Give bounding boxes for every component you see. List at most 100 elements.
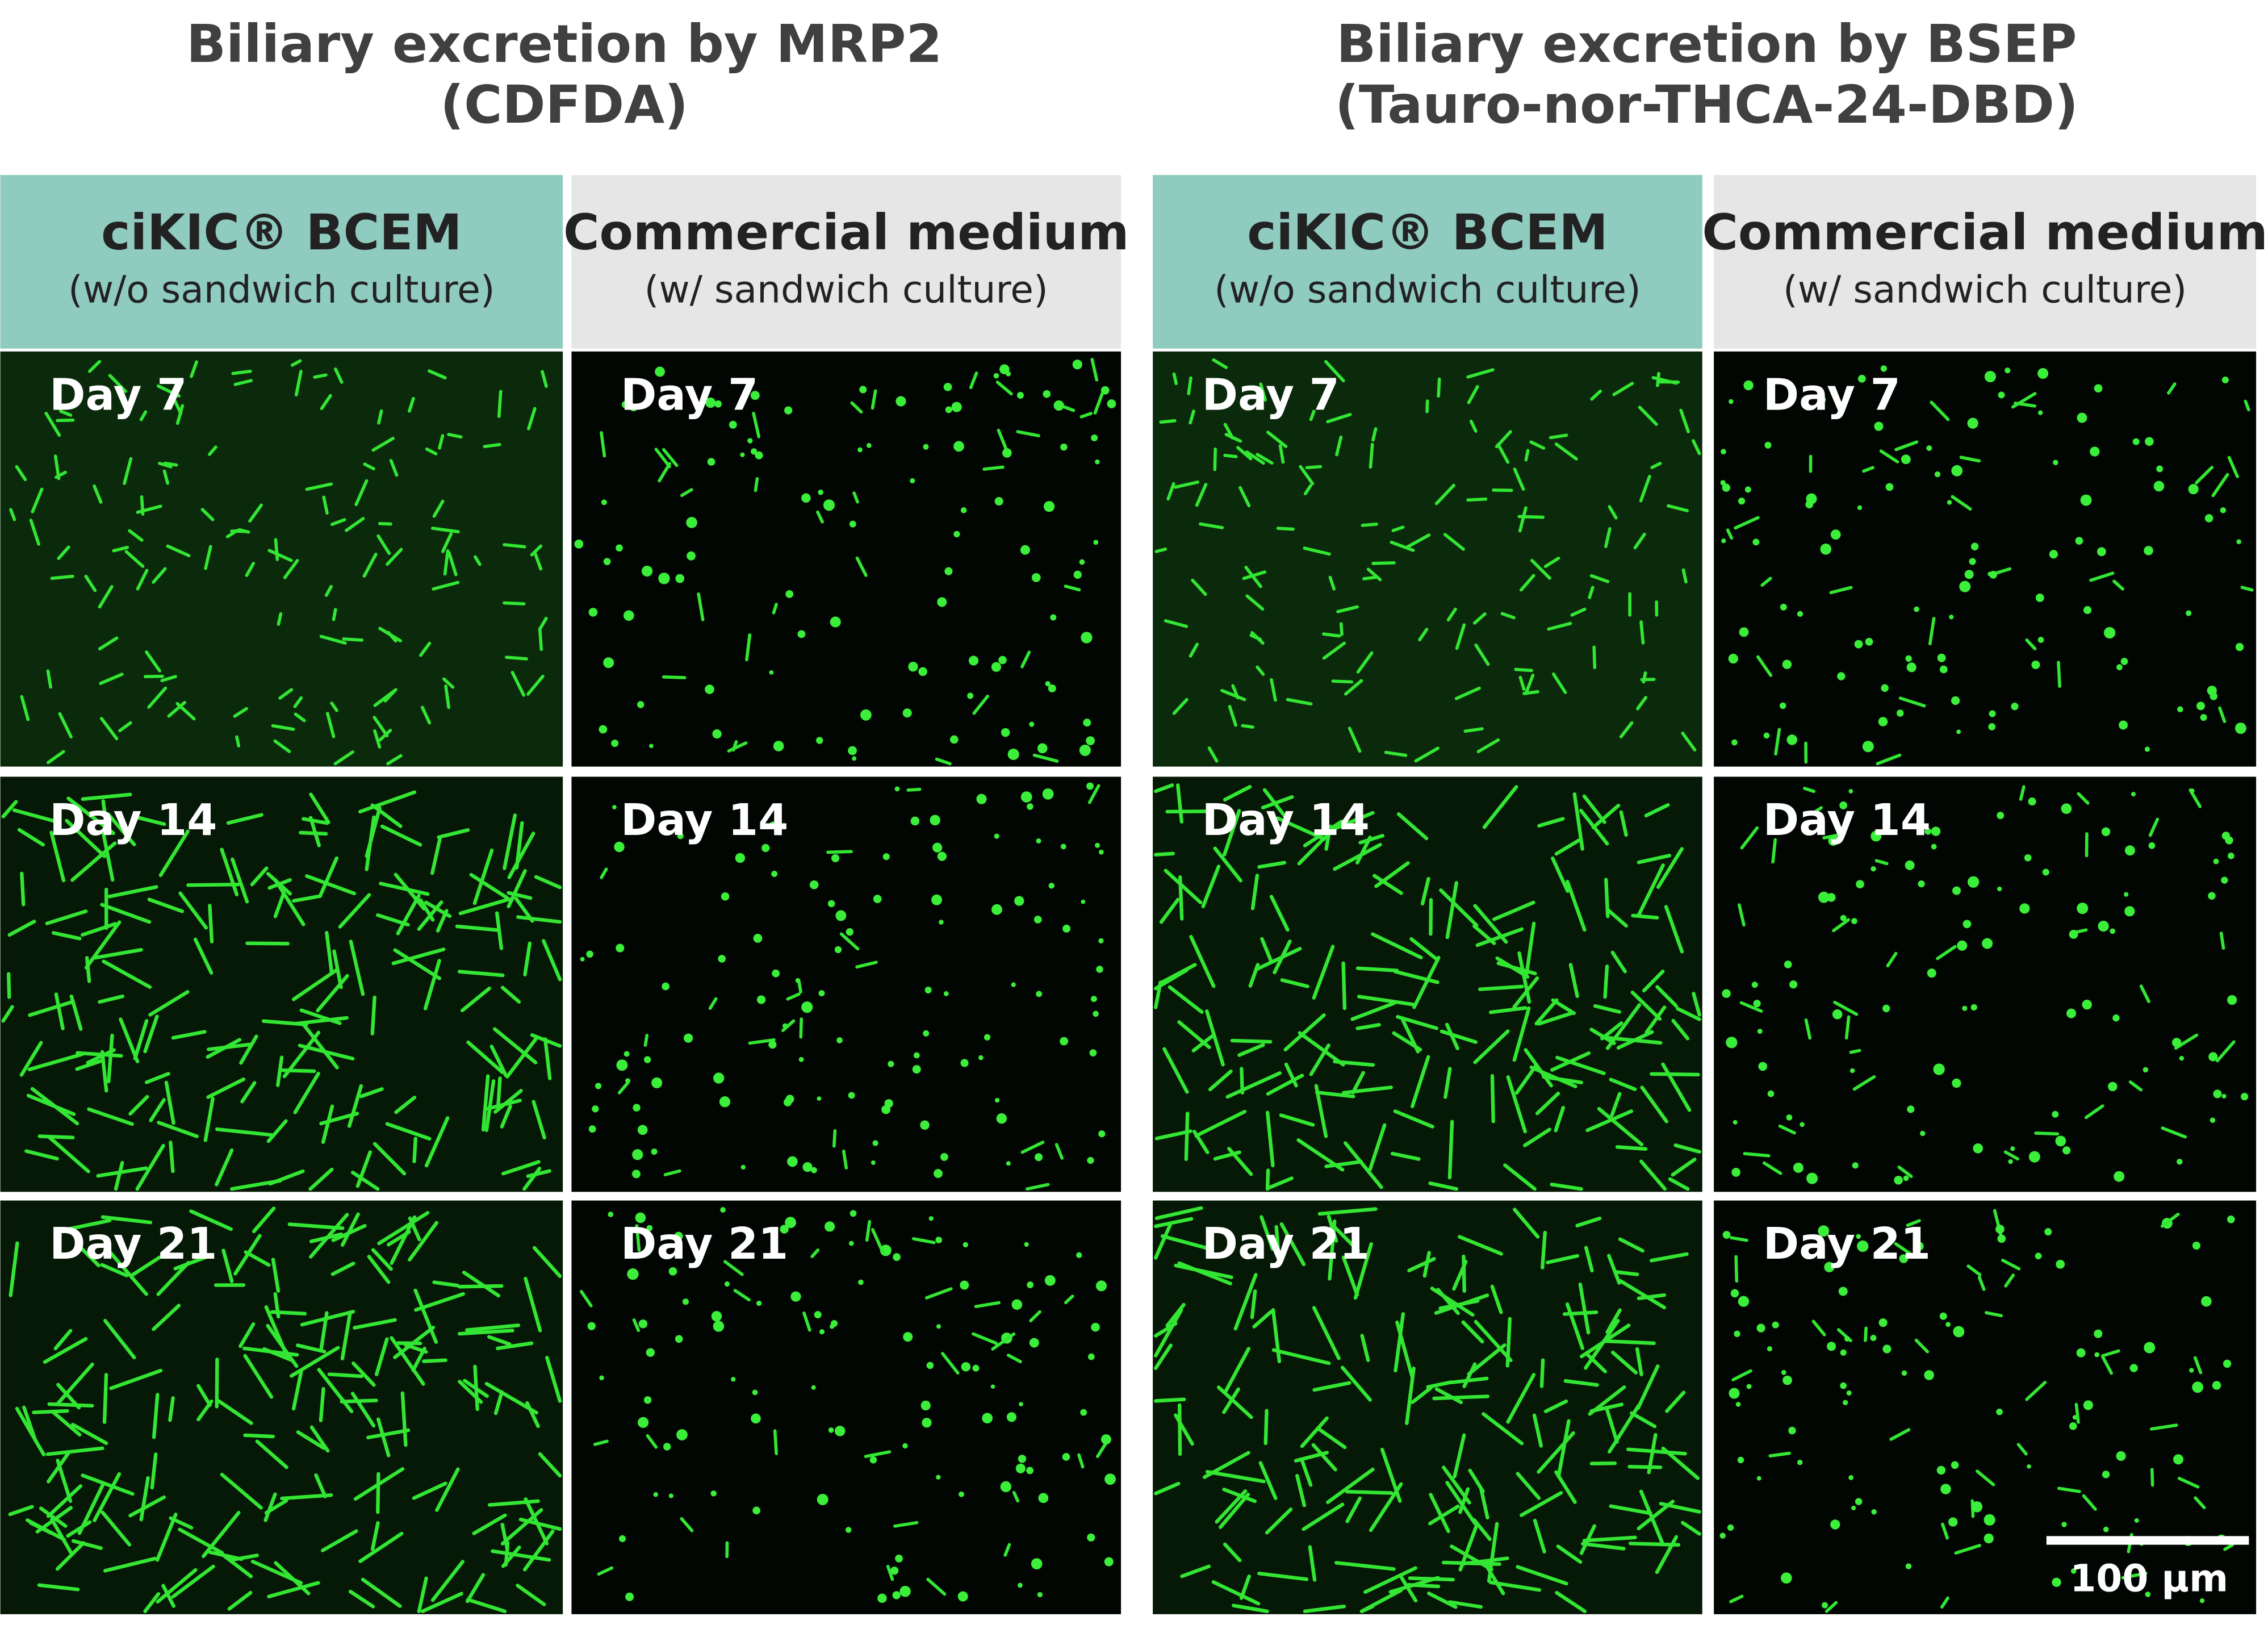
fluorescent-spot bbox=[1098, 938, 1104, 943]
canaliculus bbox=[1276, 527, 1295, 531]
canaliculus bbox=[1312, 945, 1335, 1000]
canaliculus bbox=[363, 462, 375, 471]
canaliculus bbox=[1897, 1166, 1913, 1178]
canaliculus bbox=[1608, 1404, 1641, 1454]
fluorescent-spot bbox=[2094, 384, 2103, 393]
canaliculus bbox=[1331, 679, 1354, 684]
canaliculus bbox=[1879, 449, 1899, 463]
fluorescent-spot bbox=[1962, 920, 1972, 929]
fluorescent-spot bbox=[924, 987, 932, 993]
canaliculus bbox=[745, 633, 752, 662]
fluorescent-spot bbox=[937, 851, 947, 861]
canaliculus bbox=[1605, 1308, 1622, 1334]
fluorescent-spot bbox=[795, 978, 801, 983]
group-subtitle: (CDFDA) bbox=[440, 74, 688, 135]
fluorescent-spot bbox=[1840, 1382, 1847, 1389]
day-label: Day 21 bbox=[49, 1219, 217, 1269]
fluorescent-spot bbox=[651, 1148, 658, 1155]
canaliculus bbox=[1482, 1412, 1524, 1446]
canaliculus bbox=[93, 484, 103, 504]
canaliculus bbox=[2025, 638, 2037, 650]
fluorescent-spot bbox=[1818, 1225, 1830, 1237]
canaliculus bbox=[842, 1149, 848, 1170]
canaliculus bbox=[244, 1250, 271, 1267]
fluorescent-spot bbox=[2204, 514, 2213, 523]
canaliculus bbox=[2101, 1355, 2113, 1375]
fluorescent-spot bbox=[846, 928, 853, 936]
fluorescent-spot bbox=[1763, 732, 1770, 739]
fluorescent-spot bbox=[684, 1033, 693, 1043]
fluorescent-spot bbox=[2120, 658, 2128, 665]
fluorescent-spot bbox=[1971, 1501, 1983, 1513]
canaliculus bbox=[441, 532, 453, 553]
canaliculus bbox=[394, 1096, 417, 1114]
canaliculus bbox=[1244, 566, 1262, 588]
canaliculus bbox=[276, 1055, 284, 1087]
fluorescent-spot bbox=[1093, 1010, 1099, 1017]
canaliculus bbox=[1618, 1279, 1666, 1310]
canaliculus bbox=[1360, 1605, 1375, 1613]
canaliculus bbox=[1668, 1177, 1690, 1191]
canaliculus bbox=[522, 1529, 555, 1572]
canaliculus bbox=[2148, 817, 2160, 837]
fluorescent-spot bbox=[1017, 1582, 1023, 1588]
canaliculus bbox=[20, 871, 26, 907]
canaliculus bbox=[327, 1372, 363, 1379]
canaliculus bbox=[419, 898, 435, 922]
canaliculus bbox=[1384, 750, 1408, 757]
fluorescent-spot bbox=[2076, 1348, 2086, 1358]
canaliculus bbox=[430, 1560, 465, 1602]
canaliculus bbox=[1428, 1504, 1460, 1526]
canaliculus bbox=[457, 1284, 504, 1289]
canaliculus bbox=[1248, 963, 1260, 988]
canaliculus bbox=[100, 903, 152, 924]
canaliculus bbox=[1371, 427, 1378, 442]
fluorescent-spot bbox=[1880, 365, 1887, 372]
fluorescent-spot bbox=[1081, 899, 1086, 904]
canaliculus bbox=[99, 673, 124, 686]
micrograph bbox=[1153, 1200, 1702, 1614]
canaliculus bbox=[435, 1467, 460, 1512]
canaliculus bbox=[1012, 1490, 1020, 1503]
canaliculus bbox=[84, 574, 97, 592]
fluorescent-spot bbox=[2134, 1518, 2139, 1523]
canaliculus bbox=[49, 830, 66, 883]
fluorescent-spot bbox=[718, 955, 726, 963]
canaliculus bbox=[432, 1280, 460, 1288]
canaliculus bbox=[1407, 1257, 1436, 1273]
canaliculus bbox=[370, 803, 403, 828]
canaliculus bbox=[1256, 453, 1274, 465]
canaliculus bbox=[541, 370, 548, 388]
canaliculus bbox=[1280, 978, 1309, 988]
fluorescent-spot bbox=[1086, 736, 1095, 746]
canaliculus bbox=[166, 544, 191, 558]
canaliculus bbox=[1180, 1564, 1211, 1578]
fluorescent-spot bbox=[769, 821, 777, 829]
canaliculus bbox=[1959, 456, 1981, 463]
canaliculus bbox=[1372, 874, 1403, 895]
canaliculus bbox=[1283, 1013, 1326, 1052]
fluorescent-spot bbox=[720, 1207, 726, 1213]
canaliculus bbox=[157, 1121, 199, 1138]
canaliculus bbox=[1165, 1302, 1186, 1327]
fluorescent-spot bbox=[649, 744, 654, 749]
canaliculus bbox=[321, 1529, 358, 1552]
canaliculus bbox=[1729, 1594, 1744, 1603]
fluorescent-spot bbox=[601, 499, 607, 506]
canaliculus bbox=[1271, 1348, 1331, 1365]
canaliculus bbox=[772, 603, 778, 615]
canaliculus bbox=[1530, 558, 1551, 580]
canaliculus bbox=[1535, 1091, 1560, 1116]
fluorescent-spot bbox=[1015, 1463, 1026, 1473]
fluorescent-spot bbox=[2027, 1464, 2031, 1469]
fluorescent-spot bbox=[632, 1170, 641, 1179]
canaliculus bbox=[1390, 540, 1415, 552]
fluorescent-spot bbox=[1843, 1400, 1848, 1405]
canaliculus bbox=[972, 695, 989, 715]
canaliculus bbox=[373, 1142, 407, 1176]
day-label: Day 21 bbox=[621, 1219, 788, 1269]
canaliculus bbox=[143, 1014, 159, 1054]
fluorescent-spot bbox=[996, 1113, 1007, 1124]
canaliculus bbox=[1294, 1451, 1329, 1463]
canaliculus bbox=[580, 1290, 593, 1308]
